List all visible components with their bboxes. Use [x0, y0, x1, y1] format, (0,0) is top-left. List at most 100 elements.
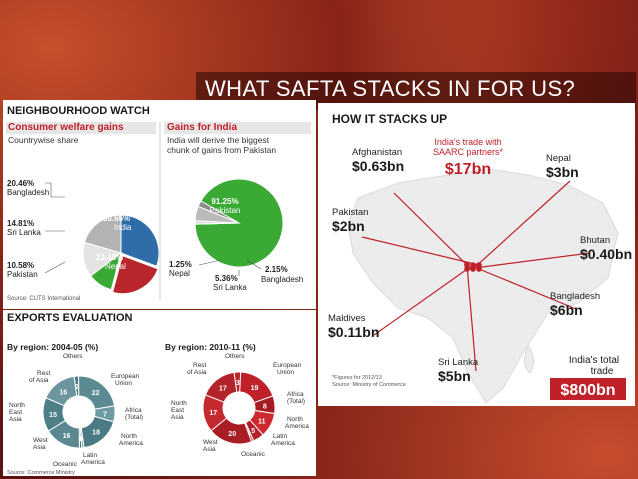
slice-value: 1	[78, 436, 82, 443]
srilanka-island-shape	[524, 343, 534, 374]
e10-others: Others	[225, 353, 245, 360]
south-asia-map-shape	[347, 168, 619, 404]
country-name: Nepal	[546, 153, 571, 164]
country-trade-value: $0.40bn	[580, 246, 632, 262]
slice-rest-of-asia	[45, 375, 78, 407]
country-name: Pakistan	[332, 207, 368, 218]
trade-line	[466, 264, 477, 372]
slice-nepal	[111, 255, 159, 295]
trade-line	[361, 236, 480, 266]
slice-value: 3	[236, 380, 240, 387]
e04-north-america: North	[121, 433, 137, 440]
exports-2004-title: By region: 2004-05 (%)	[7, 342, 99, 352]
exports-source: Source: Commerce Ministry	[7, 470, 75, 476]
trade-line	[373, 264, 474, 336]
slice-value: 15	[49, 412, 57, 419]
slice-value: 19	[251, 385, 259, 392]
country-dot	[476, 266, 482, 272]
india-label: India	[114, 223, 132, 232]
e04-eu-2: Union	[115, 380, 132, 387]
exports-2010-title: By region: 2010-11 (%)	[165, 342, 256, 352]
country-trade-value: $0.63bn	[352, 158, 404, 174]
slice-value: 7	[103, 411, 107, 418]
pakistan-gain-pct: 91.25%	[211, 197, 238, 206]
e04-west-asia: West	[33, 437, 48, 444]
country-trade-value: $5bn	[438, 368, 471, 384]
e10-west-asia-2: Asia	[203, 446, 216, 453]
country-labels: Afghanistan$0.63bn Nepal$3bn Pakistan$2bn B…	[328, 147, 632, 384]
right-title-band	[164, 122, 311, 134]
stacks-footnote: *Figures for 2012/13	[332, 375, 382, 381]
slice-value: 17	[209, 410, 217, 417]
trade-line	[478, 268, 577, 310]
exports-evaluation-panel: EXPORTS EVALUATION By region: 2004-05 (%…	[3, 310, 316, 476]
country-name: Bhutan	[580, 235, 610, 246]
e10-north-america-2: America	[285, 423, 309, 430]
welfare-labels: 20.46% Bangladesh 14.81% Sri Lanka 10.58…	[7, 179, 132, 279]
e04-northeast-asia: North	[9, 402, 25, 409]
india-pct: 30.66%	[103, 214, 130, 223]
pakistan-pct: 10.58%	[7, 261, 34, 270]
srilanka-label: Sri Lanka	[7, 228, 41, 237]
e10-eu-2: Union	[277, 369, 294, 376]
slice-value: 5	[251, 428, 255, 435]
srilanka-gain-pct: 5.36%	[215, 274, 238, 283]
e04-africa: Africa	[125, 407, 142, 414]
slice-value: 18	[92, 430, 100, 437]
neighbourhood-charts: 20.46% Bangladesh 14.81% Sri Lanka 10.58…	[7, 122, 303, 302]
bangladesh-gain-pct: 2.15%	[265, 265, 288, 274]
slice-value: 8	[263, 404, 267, 411]
welfare-title: Consumer welfare gains	[8, 122, 124, 133]
country-trade-value: $3bn	[546, 164, 579, 180]
slice-bangladesh	[83, 214, 122, 254]
total-value: $800bn	[560, 382, 615, 399]
country-trade-value: $6bn	[550, 302, 583, 318]
e04-oceanic: Oceanic	[53, 461, 78, 468]
country-trade-value: $2bn	[332, 218, 365, 234]
e04-west-asia-2: Asia	[33, 444, 46, 451]
neighbourhood-watch-panel: NEIGHBOURHOOD WATCH Consumer welfare gai…	[3, 100, 316, 309]
srilanka-gain-label: Sri Lanka	[213, 283, 247, 292]
how-it-stacks-up-panel: HOW IT STACKS UP India's trade with SAAR…	[318, 103, 635, 406]
e10-latin: Latin	[273, 433, 287, 440]
nepal-gain-pct: 1.25%	[169, 260, 192, 269]
slice-value: 16	[63, 433, 71, 440]
bangladesh-gain-label: Bangladesh	[261, 275, 303, 284]
slice-india	[120, 214, 160, 267]
gains-subtitle-2: chunk of gains from Pakistan	[167, 145, 277, 155]
pakistan-label: Pakistan	[7, 270, 38, 279]
slice-value: 20	[228, 431, 236, 438]
country-name: Maldives	[328, 313, 366, 324]
country-dot	[464, 262, 470, 268]
e10-northeast-asia-2: East	[171, 407, 184, 414]
total-value-box	[550, 378, 626, 400]
country-trade-value: $0.11bn	[328, 324, 379, 340]
e04-northeast-asia-3: Asia	[9, 416, 22, 423]
e10-africa: Africa	[287, 391, 304, 398]
gains-labels: 91.25% Pakistan 1.25% Nepal 5.36% Sri La…	[169, 197, 303, 292]
trade-line	[393, 192, 468, 266]
e04-eu: European	[111, 373, 140, 380]
nepal-gain-label: Nepal	[169, 269, 190, 278]
e10-northeast-asia: North	[171, 400, 187, 407]
e10-rest-of-asia-2: of Asia	[187, 369, 207, 376]
e04-northeast-asia-2: East	[9, 409, 22, 416]
e10-oceanic: Oceanic	[241, 451, 266, 458]
trade-line	[466, 252, 591, 270]
e10-rest-of-asia: Rest	[193, 362, 207, 369]
bangladesh-label: Bangladesh	[7, 188, 49, 197]
e10-west-asia: West	[203, 439, 218, 446]
e10-eu: European	[273, 362, 302, 369]
stacks-heading: HOW IT STACKS UP	[332, 112, 447, 126]
nepal-pct: 23.48%	[96, 253, 123, 262]
e04-rest-of-asia: Rest	[37, 370, 51, 377]
center-label-1: India's trade with	[434, 137, 501, 147]
country-name: Sri Lanka	[438, 357, 479, 368]
slice-value: 17	[219, 386, 227, 393]
country-dot	[470, 262, 476, 268]
neighbourhood-heading: NEIGHBOURHOOD WATCH	[7, 105, 150, 117]
center-value: $17bn	[445, 161, 491, 178]
neighbourhood-source: Source: CUTS International	[7, 296, 80, 302]
